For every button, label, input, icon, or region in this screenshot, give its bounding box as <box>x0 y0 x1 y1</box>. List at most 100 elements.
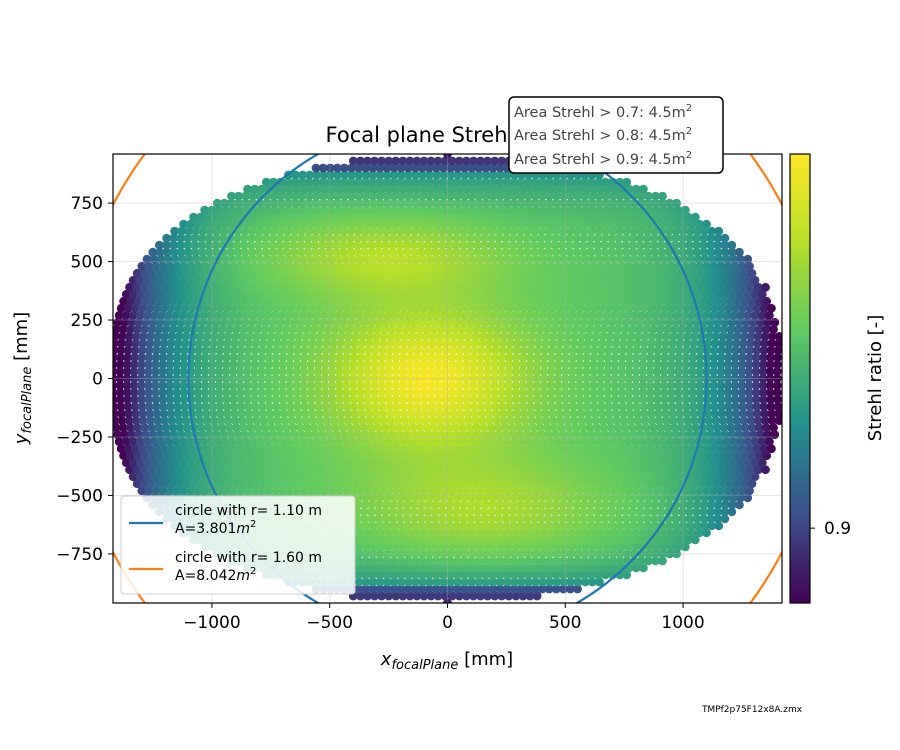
field-point <box>473 514 482 524</box>
field-point <box>595 437 605 446</box>
field-point <box>596 563 606 573</box>
field-point <box>408 479 418 489</box>
field-point <box>729 493 738 503</box>
field-point <box>715 458 725 468</box>
field-point <box>424 584 434 594</box>
field-point <box>143 458 152 468</box>
field-point <box>331 451 340 461</box>
field-point <box>599 451 609 461</box>
field-point <box>673 542 683 552</box>
field-point <box>167 465 177 475</box>
field-point <box>639 563 648 573</box>
field-point <box>482 437 492 446</box>
field-point <box>246 451 256 461</box>
field-point <box>160 465 170 475</box>
field-point <box>427 563 436 573</box>
field-point <box>114 437 124 446</box>
field-point <box>248 472 258 482</box>
field-point <box>586 500 596 510</box>
field-point <box>455 486 465 496</box>
field-point <box>599 535 608 545</box>
field-point <box>599 479 608 489</box>
field-point <box>279 444 289 454</box>
field-point <box>469 563 479 573</box>
field-point <box>535 465 544 475</box>
field-point <box>328 444 338 454</box>
field-point <box>314 486 323 496</box>
field-point <box>418 458 428 468</box>
field-point <box>655 535 665 545</box>
field-point <box>175 479 185 489</box>
field-point <box>525 563 535 573</box>
field-point <box>369 472 378 482</box>
field-point <box>589 486 599 496</box>
field-point <box>242 458 251 468</box>
field-point <box>185 472 195 482</box>
field-point <box>171 458 181 468</box>
field-point <box>690 212 700 222</box>
field-point <box>389 584 399 594</box>
field-point <box>593 507 602 517</box>
field-point <box>545 472 555 482</box>
field-point <box>552 493 562 503</box>
field-point <box>138 444 147 454</box>
field-point <box>367 514 376 524</box>
field-point <box>605 465 615 475</box>
field-point <box>510 437 520 446</box>
field-point <box>363 563 373 573</box>
field-point <box>231 465 240 475</box>
field-point <box>757 437 767 446</box>
field-point <box>383 577 392 587</box>
field-point <box>426 542 436 552</box>
field-point <box>489 437 499 446</box>
field-point <box>732 465 742 475</box>
field-point <box>634 479 644 489</box>
field-point <box>281 451 291 461</box>
field-point <box>413 486 422 496</box>
field-point <box>480 507 489 517</box>
field-point <box>300 486 309 496</box>
field-point <box>537 570 547 580</box>
field-point <box>600 507 609 517</box>
field-point <box>229 444 239 454</box>
field-point <box>551 521 561 531</box>
field-point <box>628 514 638 524</box>
field-point <box>463 444 472 454</box>
field-point <box>540 563 549 573</box>
field-point <box>581 577 590 587</box>
field-point <box>374 507 383 517</box>
field-point <box>587 521 596 531</box>
field-point <box>403 549 413 559</box>
field-point <box>577 535 587 545</box>
field-point <box>692 500 702 510</box>
field-point <box>375 493 385 503</box>
field-point <box>439 458 449 468</box>
field-point <box>672 521 681 531</box>
field-point <box>473 570 483 580</box>
field-point <box>673 528 683 538</box>
field-point <box>514 479 524 489</box>
field-point <box>147 451 157 461</box>
field-point <box>464 535 474 545</box>
field-point <box>537 521 547 531</box>
field-point <box>587 570 596 580</box>
field-point <box>566 521 575 531</box>
field-point <box>204 451 213 461</box>
field-point <box>406 444 416 454</box>
field-point <box>478 535 488 545</box>
field-point <box>178 458 188 468</box>
field-point <box>488 570 497 580</box>
field-point <box>719 479 729 489</box>
field-point <box>702 528 711 538</box>
field-point <box>686 493 696 503</box>
field-point <box>638 528 648 538</box>
field-point <box>651 437 661 446</box>
field-point <box>466 514 475 524</box>
field-point <box>616 472 626 482</box>
field-point <box>489 472 498 482</box>
field-point <box>414 465 424 475</box>
field-point <box>747 465 756 475</box>
field-point <box>690 465 700 475</box>
field-point <box>470 444 479 454</box>
field-point <box>574 528 584 538</box>
